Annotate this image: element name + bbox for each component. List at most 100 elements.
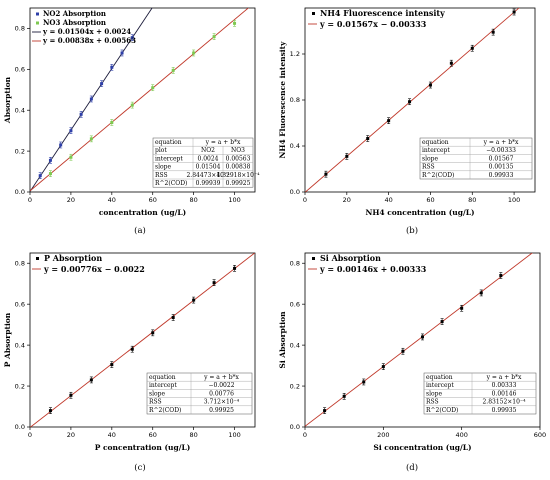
x-tick-label: 60 [426, 196, 434, 204]
x-tick-label: 60 [149, 431, 157, 439]
fit-stats-table: equation y = a + b*x intercept 0.00333 slope… [423, 372, 537, 415]
data-point [69, 129, 73, 133]
table-cell: R^2(COD) [155, 180, 187, 187]
table-cell: 0.99933 [489, 172, 514, 179]
x-axis-label: P concentration (ug/L) [95, 443, 191, 452]
x-axis-label: NH4 concentration (ug/L) [365, 208, 474, 217]
table-cell: intercept [155, 155, 183, 162]
data-point [89, 97, 93, 101]
data-point [491, 30, 495, 34]
table-cell: 0.00563 [226, 155, 251, 162]
x-tick-label: 40 [384, 196, 392, 204]
legend-label: NO2 Absorption [43, 9, 106, 18]
legend-label: y = 0.01504x + 0.0024 [42, 27, 131, 36]
data-point [233, 266, 237, 270]
data-point [324, 172, 328, 176]
table-cell: −0.00333 [486, 147, 516, 154]
y-tick-label: 0.2 [290, 382, 300, 390]
data-point [48, 409, 52, 413]
y-tick-label: 0.6 [290, 300, 300, 308]
x-tick-label: 0 [303, 431, 307, 439]
legend-marker [36, 21, 39, 25]
table-cell: 0.01567 [489, 155, 514, 162]
table-cell: 0.00333 [492, 382, 517, 389]
fit-stats-table: equation y = a + b*x plot NO2 NO3 intercept 0.… [152, 137, 260, 188]
data-point [408, 100, 412, 104]
fit-line [30, 8, 250, 192]
table-cell: slope [426, 390, 442, 397]
table-cell: intercept [426, 382, 454, 389]
x-axis-label: concentration (ug/L) [99, 208, 186, 217]
table-cell: RSS [149, 399, 162, 406]
data-point [366, 137, 370, 141]
legend-label: Si Absorption [320, 253, 381, 263]
table-cell: slope [155, 164, 171, 171]
table-cell: y = a + b*x [486, 374, 522, 381]
data-point [499, 274, 503, 278]
y-tick-label: 0.0 [290, 188, 300, 196]
table-cell: equation [155, 139, 182, 146]
data-point [48, 172, 52, 176]
data-point [212, 35, 216, 39]
data-point [233, 21, 237, 25]
plot-frame [304, 252, 541, 428]
table-cell: 0.00776 [209, 390, 234, 397]
table-cell: slope [422, 155, 438, 162]
data-point [401, 349, 405, 353]
y-tick-label: 0.6 [15, 66, 25, 74]
table-cell: RSS [155, 172, 168, 179]
panel-caption: (a) [134, 225, 146, 236]
x-tick-label: 80 [468, 196, 476, 204]
table-cell: R^2(COD) [426, 407, 458, 414]
x-tick-label: 20 [67, 196, 75, 204]
table-cell: 0.00135 [489, 164, 514, 171]
legend-label: P Absorption [44, 253, 102, 263]
y-axis-label: P Absorption [3, 312, 12, 367]
y-tick-label: 0.2 [15, 382, 25, 390]
panel-caption: (c) [134, 462, 145, 473]
data-point [171, 315, 175, 319]
plot-frame [29, 7, 256, 193]
table-cell: 2.84473×10⁻⁴ [186, 172, 230, 179]
data-point [449, 61, 453, 65]
data-point [79, 112, 83, 116]
table-cell: 0.0024 [198, 155, 219, 162]
y-tick-label: 0.0 [15, 188, 25, 196]
data-point [421, 335, 424, 339]
panel-caption: (d) [406, 462, 418, 473]
table-frame [423, 372, 537, 415]
table-cell: intercept [422, 147, 450, 154]
y-tick-label: 0.4 [15, 341, 25, 349]
data-point [110, 363, 114, 367]
y-tick-label: 1.2 [290, 50, 300, 58]
x-tick-label: 0 [28, 431, 32, 439]
table-cell: 0.99925 [226, 180, 251, 187]
legend-label: NO3 Absorption [43, 18, 106, 27]
fit-line [30, 253, 255, 427]
y-tick-label: 0.4 [15, 106, 25, 114]
table-cell: RSS [422, 164, 435, 171]
y-tick-label: 0.4 [290, 341, 300, 349]
data-point [151, 86, 155, 90]
data-point [59, 143, 63, 147]
table-frame [419, 137, 533, 180]
table-cell: y = a + b*x [483, 139, 519, 146]
data-point [470, 46, 474, 50]
chart-panel-1: 0 20 40 60 80 100 0.0 0.2 0.4 0.6 0.8 concentration… [3, 7, 260, 236]
fit-line [305, 8, 520, 192]
table-cell: 0.01504 [196, 164, 221, 171]
y-tick-label: 0.8 [15, 259, 25, 267]
table-cell: 0.00146 [492, 390, 517, 397]
y-tick-label: 0.6 [15, 300, 25, 308]
y-tick-label: 0.0 [290, 423, 300, 431]
data-point [192, 298, 196, 302]
x-tick-label: 20 [67, 431, 75, 439]
x-tick-label: 100 [228, 196, 240, 204]
table-cell: equation [149, 374, 176, 381]
x-tick-label: 100 [228, 431, 240, 439]
table-cell: equation [426, 374, 453, 381]
y-axis-label: Absorption [3, 76, 12, 124]
